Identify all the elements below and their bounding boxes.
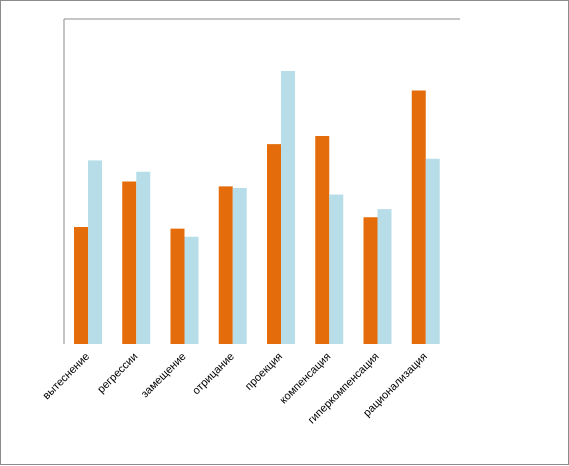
bar-series-2-2 (136, 171, 151, 344)
bar-series-1-5 (267, 144, 281, 344)
bar-series-2-3 (184, 236, 199, 344)
bar-series-1-1 (74, 227, 88, 344)
x-tick-label: регрессии (95, 351, 140, 396)
x-tick-label: отрицание (190, 351, 237, 398)
bar-series-2-7 (377, 209, 392, 344)
x-tick-label: вытеснение (41, 351, 92, 402)
x-tick-label: проекция (243, 351, 285, 393)
bar-series-2-1 (88, 160, 102, 344)
bar-series-1-6 (315, 136, 330, 344)
bar-series-2-5 (281, 71, 295, 344)
bar-series-1-3 (170, 228, 185, 344)
x-tick-label: замещение (139, 351, 189, 401)
bar-series-1-8 (411, 90, 426, 344)
bar-series-2-6 (329, 194, 344, 344)
bars-layer (74, 71, 440, 344)
bar-series-1-2 (122, 181, 137, 344)
bar-series-2-4 (232, 188, 247, 344)
bar-series-1-7 (363, 217, 378, 344)
bar-series-1-4 (218, 186, 233, 344)
bar-series-2-8 (425, 158, 440, 344)
